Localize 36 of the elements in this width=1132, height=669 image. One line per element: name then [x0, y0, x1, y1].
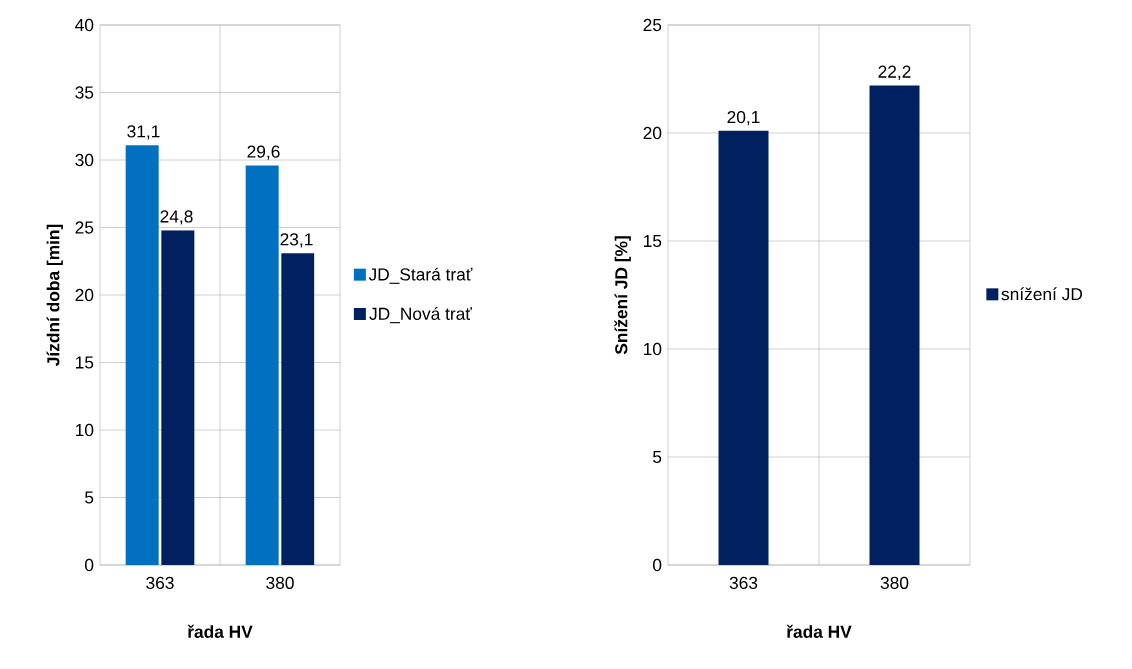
y-tick-label: 5	[85, 491, 94, 504]
y-axis-title: Jízdní doba [min]	[46, 224, 63, 366]
x-tick-label: 380	[880, 576, 909, 590]
y-tick-label: 30	[75, 153, 94, 167]
data-label: 29,6	[247, 145, 280, 160]
bar	[281, 253, 315, 565]
data-label: 23,1	[280, 233, 313, 248]
y-tick-label: 20	[75, 288, 94, 302]
y-tick-label: 15	[76, 356, 94, 369]
y-tick-label: 15	[644, 234, 662, 248]
y-tick-label: 25	[643, 18, 662, 32]
data-label: 22,2	[878, 65, 911, 80]
y-tick-label: 5	[653, 450, 662, 464]
data-label: 24,8	[160, 210, 193, 225]
y-tick-label: 20	[643, 126, 662, 140]
y-tick-label: 0	[652, 558, 662, 572]
y-tick-label: 25	[75, 221, 94, 234]
y-tick-label: 10	[76, 423, 94, 437]
x-tick-label: 380	[266, 576, 294, 590]
data-label: 20,1	[727, 110, 760, 126]
y-tick-label: 10	[644, 342, 662, 356]
x-axis-title: řada HV	[786, 624, 852, 638]
bar	[245, 165, 279, 565]
x-tick-label: 363	[146, 576, 174, 590]
y-tick-label: 35	[75, 86, 94, 99]
x-axis-title: řada HV	[187, 624, 253, 638]
data-label: 31,1	[127, 125, 160, 140]
legend-label: JD_Stará trať	[368, 267, 473, 284]
bar	[161, 230, 195, 565]
legend-label: snížení JD	[1001, 287, 1083, 301]
legend-label: JD_Nová trať	[369, 307, 472, 324]
x-tick-label: 363	[729, 576, 758, 590]
y-tick-label: 40	[75, 18, 94, 32]
bar	[125, 145, 159, 565]
y-axis-title: Snížení JD [%]	[614, 236, 631, 355]
y-tick-label: 0	[84, 558, 94, 572]
